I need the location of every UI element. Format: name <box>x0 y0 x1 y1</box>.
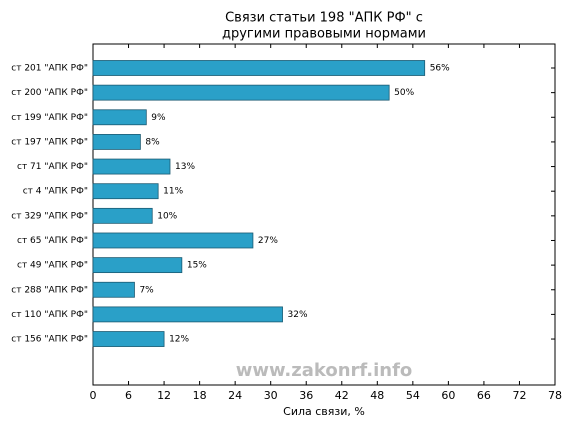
chart-title: другими правовыми нормами <box>222 27 426 42</box>
data-label: 32% <box>288 310 308 320</box>
x-tick-label: 66 <box>477 389 491 402</box>
y-tick-label: ст 200 "АПК РФ" <box>11 88 88 98</box>
y-tick-label: ст 201 "АПК РФ" <box>11 64 88 74</box>
x-tick-label: 30 <box>264 389 278 402</box>
y-tick-label: ст 197 "АПК РФ" <box>11 137 88 147</box>
y-tick-label: ст 71 "АПК РФ" <box>17 162 88 172</box>
y-tick-label: ст 49 "АПК РФ" <box>17 261 88 271</box>
chart-title: Связи статьи 198 "АПК РФ" с <box>225 11 423 26</box>
x-tick-label: 12 <box>157 389 171 402</box>
x-tick-label: 6 <box>125 389 132 402</box>
bar <box>92 183 159 200</box>
data-label: 50% <box>394 88 414 98</box>
y-tick-label: ст 156 "АПК РФ" <box>11 335 88 345</box>
bar <box>92 84 390 101</box>
x-tick-label: 54 <box>406 389 420 402</box>
y-tick-label: ст 199 "АПК РФ" <box>11 113 88 123</box>
bar <box>92 60 426 76</box>
data-label: 9% <box>151 113 166 123</box>
data-label: 13% <box>175 162 195 172</box>
data-label: 27% <box>258 236 278 246</box>
data-label: 7% <box>139 285 154 295</box>
data-label: 10% <box>157 211 177 221</box>
x-tick-label: 18 <box>193 389 207 402</box>
bar <box>92 306 283 323</box>
x-tick-label: 72 <box>512 389 526 402</box>
x-tick-label: 24 <box>228 389 242 402</box>
data-label: 12% <box>169 335 189 345</box>
bar <box>92 207 153 224</box>
y-tick-label: ст 4 "АПК РФ" <box>23 187 88 197</box>
data-label: 56% <box>430 64 450 74</box>
y-tick-label: ст 288 "АПК РФ" <box>11 285 88 295</box>
bar <box>92 158 171 175</box>
y-tick-label: ст 329 "АПК РФ" <box>11 211 88 221</box>
x-tick-label: 36 <box>299 389 313 402</box>
data-label: 11% <box>163 187 183 197</box>
x-tick-label: 48 <box>370 389 384 402</box>
watermark: www.zakonrf.info <box>236 360 413 381</box>
data-label: 15% <box>187 261 207 271</box>
x-tick-label: 42 <box>335 389 349 402</box>
x-tick-label: 60 <box>441 389 455 402</box>
x-tick-label: 78 <box>548 389 562 402</box>
x-axis-label: Сила связи, % <box>283 405 365 418</box>
y-tick-label: ст 65 "АПК РФ" <box>17 236 88 246</box>
bar <box>92 331 165 347</box>
data-label: 8% <box>145 137 160 147</box>
bar <box>92 281 135 298</box>
bar <box>92 257 183 274</box>
x-tick-label: 0 <box>90 389 97 402</box>
bar <box>92 134 141 150</box>
bar <box>92 232 254 249</box>
y-tick-label: ст 110 "АПК РФ" <box>11 310 88 320</box>
bar <box>92 109 147 126</box>
